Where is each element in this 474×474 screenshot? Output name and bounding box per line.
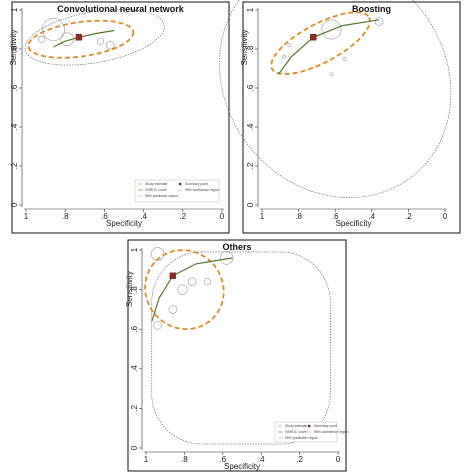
y-tick-label: 0: [10, 202, 19, 207]
x-tick-label: .4: [258, 455, 265, 464]
x-tick-label: 0: [336, 455, 341, 464]
legend-symbol-study: [278, 424, 282, 428]
x-tick-label: .2: [405, 212, 412, 221]
y-tick-label: .6: [10, 84, 19, 91]
y-tick-label: .6: [246, 84, 255, 91]
y-tick-label: 1: [130, 247, 139, 252]
study-estimate: [282, 54, 286, 59]
panel-frame: [242, 1, 461, 234]
panel-2: Boosting 0 .2 .4 .6 .8 1 1 .8 .6 .4 .2 0 Specificity S…: [219, 0, 461, 234]
legend-box: [134, 179, 220, 203]
legend-entry: Summary point: [185, 182, 208, 186]
x-tick-label: .6: [219, 455, 226, 464]
study-estimate: [38, 35, 46, 43]
y-axis-label: Sensitivity: [9, 29, 18, 65]
prediction-region: [151, 251, 331, 445]
prediction-region: [24, 9, 165, 66]
study-estimate: [219, 251, 234, 265]
x-tick-label: .2: [179, 212, 186, 221]
legend-symbol-summary: [308, 424, 311, 428]
study-estimate: [177, 284, 188, 295]
y-tick-label: .2: [246, 162, 255, 169]
x-tick-label: .6: [101, 212, 108, 221]
legend-entry: HSROC curve: [145, 188, 167, 192]
summary-point: [310, 34, 317, 41]
y-axis-label: Sensitivity: [240, 29, 249, 65]
x-tick-label: 0: [220, 212, 225, 221]
x-tick-label: .2: [296, 455, 303, 464]
summary-point: [169, 272, 177, 279]
y-tick-label: .6: [130, 325, 139, 332]
y-axis-label: Sensitivity: [125, 271, 134, 307]
legend-entry: Study estimate: [145, 182, 168, 186]
y-tick-label: 1: [10, 7, 19, 12]
prediction-region: [219, 0, 452, 198]
legend-box: [274, 421, 338, 443]
x-tick-label: .4: [368, 212, 375, 221]
legend-entry: Summary point: [314, 424, 337, 428]
legend-entry: 95% prediction region: [285, 436, 318, 440]
study-estimate: [203, 278, 211, 286]
x-tick-label: .8: [62, 212, 69, 221]
y-tick-label: .4: [246, 123, 255, 130]
y-tick-label: 0: [130, 445, 139, 450]
summary-point: [75, 34, 83, 41]
study-estimate: [41, 17, 65, 41]
y-tick-label: .8: [246, 45, 255, 52]
panel-1: Convolutional neural network 0 .2 .4 .6 .8 1 1.…: [9, 1, 230, 234]
y-tick-label: .4: [130, 365, 139, 372]
legend-entry: Study estimate: [285, 424, 308, 428]
study-estimate: [187, 277, 197, 286]
study-estimate: [342, 56, 347, 61]
legend-entry: 95% prediction region: [145, 194, 178, 198]
x-tick-label: .8: [181, 455, 188, 464]
panel-title: Boosting: [352, 4, 391, 14]
legend-entry: HSROC curve: [285, 430, 307, 434]
x-tick-label: .6: [332, 212, 339, 221]
y-tick-label: 1: [246, 7, 255, 12]
study-estimate: [329, 72, 334, 77]
study-estimate: [321, 19, 342, 40]
study-estimate: [374, 17, 384, 27]
y-tick-label: .4: [10, 123, 19, 130]
x-tick-label: 1: [260, 212, 265, 221]
legend-symbol-summary: [179, 182, 182, 186]
x-tick-label: 1: [144, 455, 149, 464]
study-estimate: [96, 37, 104, 45]
y-tick-label: .2: [130, 405, 139, 412]
x-tick-label: 1: [24, 212, 29, 221]
study-estimate: [105, 40, 115, 50]
legend-symbol-study: [138, 182, 142, 186]
legend-entry: 95% confidence region: [185, 188, 220, 192]
x-axis-label: Specificity: [106, 219, 142, 228]
y-tick-label: .2: [10, 162, 19, 169]
panel-frame: [127, 239, 347, 472]
confidence-region: [144, 249, 225, 331]
confidence-region: [27, 19, 135, 59]
y-tick-label: .8: [10, 45, 19, 52]
y-tick-label: .8: [130, 286, 139, 293]
panel-title: Others: [222, 242, 251, 252]
legend-entry: 95% confidence region: [314, 430, 349, 434]
x-tick-label: .8: [295, 212, 302, 221]
x-axis-label: Specificity: [224, 462, 260, 471]
study-estimate: [153, 320, 162, 330]
x-axis-label: Specificity: [335, 219, 371, 228]
panel-3: Others 0 .2 .4 .6 .8 1 1 .8 .6 .4 .2 0 Specificity Sen…: [125, 239, 349, 472]
panel-title: Convolutional neural network: [57, 4, 185, 14]
x-tick-label: 0: [443, 212, 448, 221]
study-estimate: [287, 43, 292, 48]
x-tick-label: .4: [140, 212, 147, 221]
study-estimate: [168, 305, 178, 314]
y-tick-label: 0: [246, 202, 255, 207]
